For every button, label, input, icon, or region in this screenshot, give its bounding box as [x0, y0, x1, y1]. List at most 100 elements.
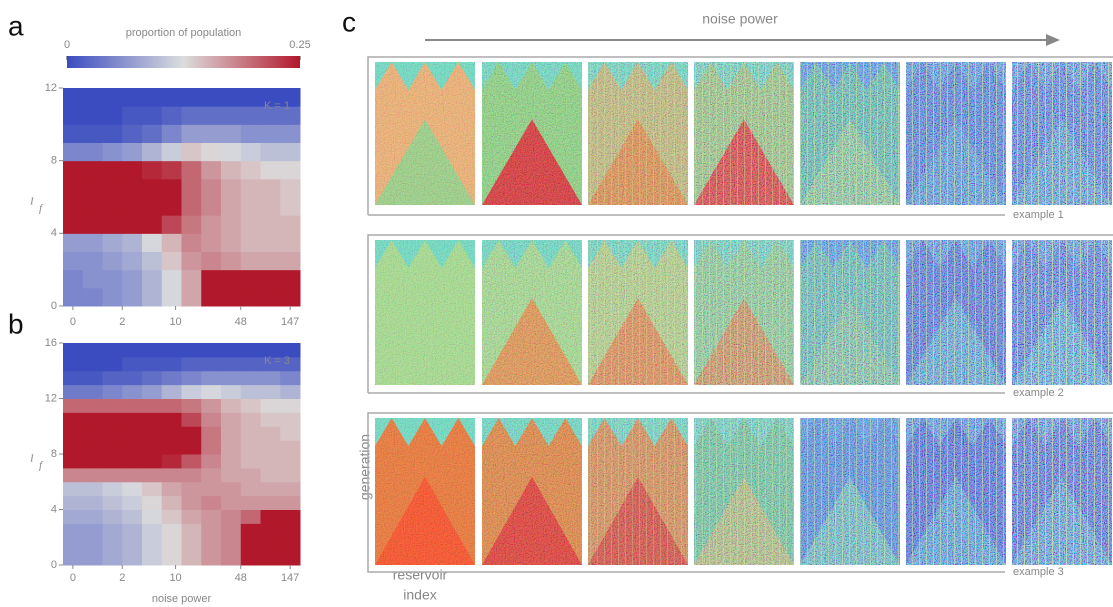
image-stripes [694, 418, 794, 565]
example-label: example 3 [1013, 566, 1064, 578]
heatmap-cell [260, 384, 281, 399]
heatmap-cell [240, 124, 261, 143]
heatmap-cell [181, 523, 202, 538]
heatmap-cell [142, 215, 163, 234]
y-tick-label: 8 [51, 448, 57, 460]
heatmap-cell [102, 215, 123, 234]
heatmap-cell [260, 178, 281, 198]
heatmap-cell [280, 142, 301, 162]
heatmap-cell [181, 551, 202, 566]
heatmap-cell [181, 343, 202, 358]
image-stripes [1012, 418, 1112, 565]
panel-label: c [342, 6, 356, 37]
heatmap-cell [240, 412, 261, 427]
heatmap-cell [221, 197, 242, 216]
heatmap-cell [63, 481, 84, 497]
heatmap-cell [221, 495, 242, 510]
heatmap-cell [260, 142, 281, 162]
heatmap-cell [63, 233, 84, 252]
y-tick-label: 0 [51, 559, 57, 571]
heatmap-cell [201, 251, 222, 271]
heatmap-cell [181, 251, 202, 271]
heatmap-cell [260, 398, 281, 413]
heatmap-cell [260, 537, 281, 552]
heatmap-cell [122, 467, 143, 483]
x-tick-label: 10 [169, 572, 181, 584]
heatmap-cell [201, 551, 222, 566]
heatmap-cell [221, 88, 242, 107]
heatmap-cell [82, 426, 103, 441]
heatmap-cell [221, 178, 242, 198]
heatmap-cell [201, 106, 222, 125]
heatmap-cell [260, 523, 281, 538]
heatmap-cell [221, 251, 242, 271]
heatmap-cell [221, 124, 242, 143]
heatmap-cell [221, 160, 242, 180]
heatmap-cell [240, 370, 261, 386]
heatmap-cell [240, 356, 261, 372]
y-label: I [29, 196, 35, 208]
heatmap-cell [82, 178, 103, 198]
heatmap-cell [63, 551, 84, 566]
heatmap-cell [63, 197, 84, 216]
heatmap-cell [63, 370, 84, 386]
heatmap-cell [201, 197, 222, 216]
heatmap-cell [102, 287, 123, 307]
heatmap-cell [142, 251, 163, 271]
heatmap-cell [240, 106, 261, 125]
heatmap-cell [142, 178, 163, 198]
heatmap-cell [221, 106, 242, 125]
heatmap-cell [122, 537, 143, 552]
heatmap-cell [260, 426, 281, 441]
x-tick-label: 2 [119, 572, 125, 584]
y-tick-label: 4 [51, 227, 57, 239]
image-stripes [694, 240, 794, 385]
heatmap-cell [240, 426, 261, 441]
heatmap-cell [82, 251, 103, 271]
heatmap-cell [122, 124, 143, 143]
heatmap-cell [280, 343, 301, 358]
heatmap-cell [102, 412, 123, 427]
heatmap-cell [102, 523, 123, 538]
heatmap-cell [201, 269, 222, 289]
heatmap-cell [181, 440, 202, 455]
heatmap-cell [260, 88, 281, 107]
heatmap-cell [102, 370, 123, 386]
heatmap-cell [161, 160, 182, 180]
heatmap-cell [122, 384, 143, 399]
heatmap-cell [122, 398, 143, 413]
heatmap-cell [240, 537, 261, 552]
heatmap-cell [161, 454, 182, 469]
heatmap-cell [201, 233, 222, 252]
heatmap-cell [161, 343, 182, 358]
heatmap-cell [142, 495, 163, 510]
heatmap-cell [221, 269, 242, 289]
heatmap-cell [122, 251, 143, 271]
heatmap-cell [122, 551, 143, 566]
heatmap-cell [260, 343, 281, 358]
heatmap-cell [63, 467, 84, 483]
heatmap-cell [280, 178, 301, 198]
x-label: noise power [152, 593, 212, 605]
heatmap-cell [63, 523, 84, 538]
heatmap-cell [142, 343, 163, 358]
heatmap-cell [260, 370, 281, 386]
heatmap-cell [181, 269, 202, 289]
heatmap-cell [82, 88, 103, 107]
heatmap-cell [82, 551, 103, 566]
heatmap-cell [201, 343, 222, 358]
heatmap-cell [82, 481, 103, 497]
heatmap-cell [260, 106, 281, 125]
heatmap-cell [142, 233, 163, 252]
heatmap-cell [280, 160, 301, 180]
heatmap-cell [221, 370, 242, 386]
heatmap-cell [161, 269, 182, 289]
heatmap-cell [161, 509, 182, 524]
heatmap-cell [122, 440, 143, 455]
heatmap-cell [82, 509, 103, 524]
heatmap-cell [82, 454, 103, 469]
example-frame [367, 56, 1113, 215]
heatmap-cell [181, 454, 202, 469]
heatmap-cell [221, 343, 242, 358]
heatmap-cell [142, 269, 163, 289]
